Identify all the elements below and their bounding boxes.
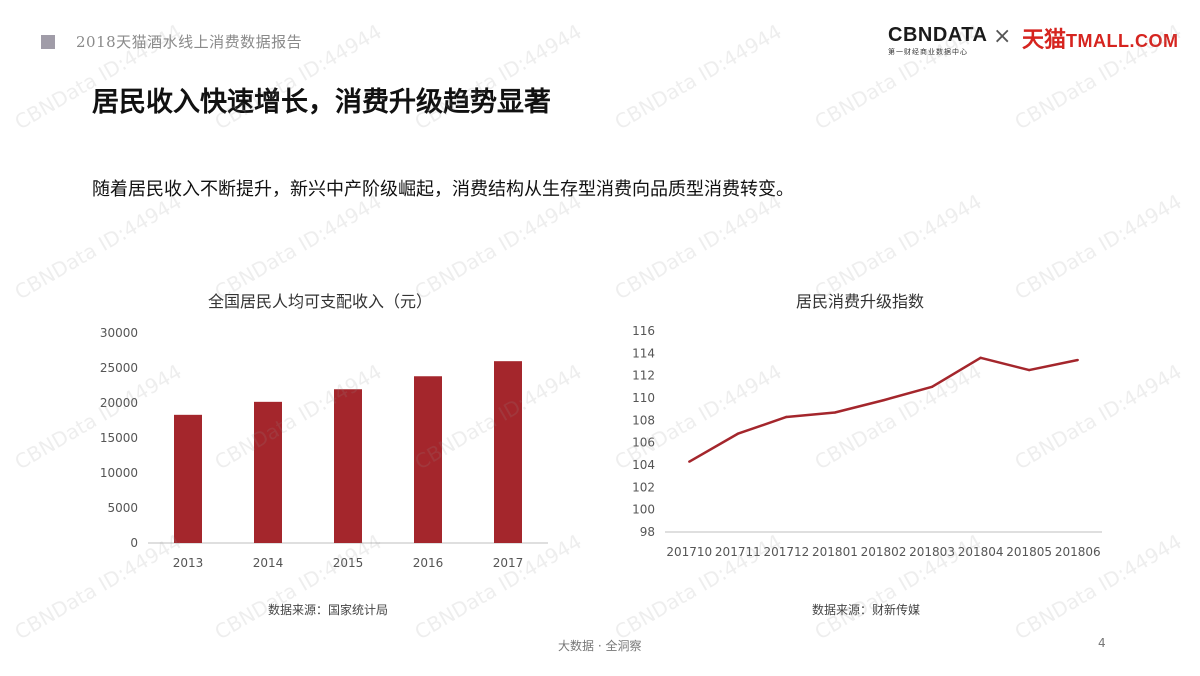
- bar-2017: [494, 361, 522, 543]
- line-chart-title: 居民消费升级指数: [796, 292, 925, 311]
- line-point-201805: [1027, 368, 1031, 372]
- line-y-tick-label: 100: [632, 503, 655, 517]
- line-y-tick-label: 108: [632, 413, 655, 427]
- bar-x-tick-label: 2013: [173, 556, 204, 570]
- bar-x-tick-label: 2016: [413, 556, 444, 570]
- line-x-tick-label: 201805: [1006, 545, 1052, 559]
- bar-y-tick-label: 5000: [107, 501, 138, 515]
- bar-2013: [174, 414, 202, 543]
- line-y-tick-label: 116: [632, 324, 655, 338]
- bar-chart: 0 5000 10000 15000 20000 25000 30000 2013 2014 20…: [100, 326, 548, 570]
- line-point-201806: [1076, 358, 1079, 362]
- line-x-tick-label: 201710: [666, 545, 712, 559]
- tmall-logo-en: TMALL.COM: [1066, 31, 1179, 51]
- line-y-tick-label: 98: [640, 525, 655, 539]
- bar-x-tick-label: 2017: [493, 556, 524, 570]
- bar-y-tick-label: 25000: [100, 361, 138, 375]
- subtext: 随着居民收入不断提升，新兴中产阶级崛起，消费结构从生存型消费向品质型消费转变。: [92, 179, 794, 200]
- cbndata-logo: CBNDATA 第一财经商业数据中心: [888, 24, 988, 57]
- line-x-tick-label: 201806: [1055, 545, 1101, 559]
- line-x-tick-label: 201801: [812, 545, 858, 559]
- footer-tagline: 大数据 · 全洞察: [558, 639, 642, 653]
- logo-times-icon: ×: [993, 24, 1012, 49]
- line-point-201803: [930, 385, 934, 389]
- line-x-tick-label: 201712: [763, 545, 809, 559]
- line-point-201801: [833, 411, 837, 414]
- page-number: 4: [1098, 636, 1106, 650]
- bar-chart-title: 全国居民人均可支配收入（元）: [208, 292, 433, 311]
- line-y-tick-label: 106: [632, 436, 655, 450]
- line-point-201712: [785, 415, 788, 419]
- line-y-tick-label: 114: [632, 346, 655, 360]
- line-point-201802: [882, 399, 885, 402]
- line-y-tick-label: 112: [632, 369, 655, 383]
- bar-y-tick-label: 20000: [100, 396, 138, 410]
- bar-y-tick-label: 30000: [100, 326, 138, 340]
- cbndata-logo-subtitle: 第一财经商业数据中心: [888, 48, 968, 56]
- line-chart-source: 数据来源：财新传媒: [812, 603, 921, 617]
- line-x-tick-label: 201802: [861, 545, 907, 559]
- bar-x-tick-label: 2015: [333, 556, 364, 570]
- line-y-tick-label: 102: [632, 480, 655, 494]
- header-square-icon: [41, 35, 55, 49]
- line-series: [688, 356, 1078, 463]
- bar-chart-source: 数据来源：国家统计局: [268, 603, 389, 617]
- line-y-tick-label: 110: [632, 391, 655, 405]
- line-point-201710: [688, 460, 691, 463]
- report-title: 2018天猫酒水线上消费数据报告: [76, 33, 303, 51]
- bar-x-tick-label: 2014: [253, 556, 284, 570]
- bar-2014: [254, 401, 282, 543]
- bar-2015: [334, 389, 362, 543]
- cbndata-logo-word: CBNDATA: [888, 24, 988, 46]
- bar-y-tick-label: 10000: [100, 466, 138, 480]
- tmall-logo-cn: 天猫: [1022, 28, 1067, 53]
- line-point-201804: [979, 356, 982, 359]
- bar-2016: [414, 376, 442, 543]
- line-x-tick-label: 201711: [715, 545, 761, 559]
- headline: 居民收入快速增长，消费升级趋势显著: [92, 87, 551, 118]
- bar-y-tick-label: 0: [130, 536, 138, 550]
- line-x-tick-label: 201804: [958, 545, 1004, 559]
- line-x-tick-label: 201803: [909, 545, 955, 559]
- tmall-logo: 天猫TMALL.COM: [1022, 22, 1179, 54]
- bar-y-tick-label: 15000: [100, 431, 138, 445]
- line-y-tick-label: 104: [632, 458, 655, 472]
- line-point-201711: [736, 432, 740, 435]
